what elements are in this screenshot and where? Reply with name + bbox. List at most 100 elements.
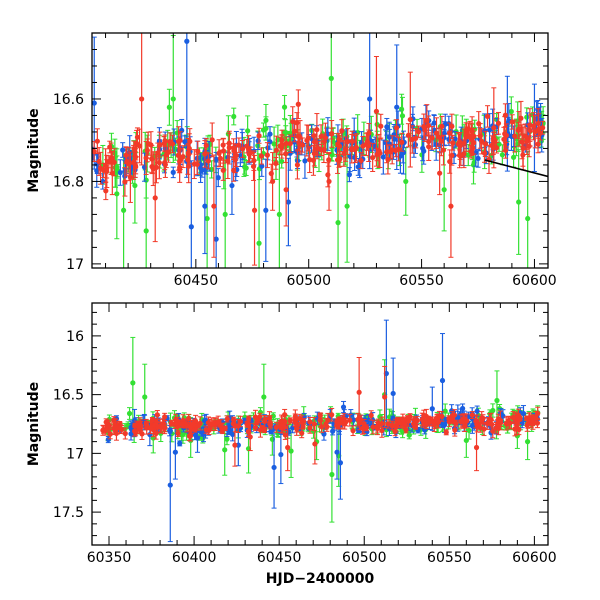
- data-point: [310, 157, 317, 163]
- data-point: [479, 417, 485, 423]
- data-point: [358, 157, 364, 164]
- data-point: [139, 96, 145, 102]
- x-tick-label: 60600: [512, 273, 557, 289]
- data-point: [288, 448, 294, 454]
- data-point: [378, 123, 384, 129]
- data-point: [535, 141, 541, 147]
- data-point: [337, 460, 344, 466]
- data-point: [509, 119, 515, 125]
- data-point: [344, 203, 350, 209]
- data-point: [501, 136, 507, 142]
- data-point: [497, 417, 503, 424]
- data-point: [297, 415, 303, 422]
- data-point: [312, 441, 318, 447]
- data-point: [143, 228, 149, 234]
- data-point: [370, 154, 376, 161]
- data-point: [394, 417, 401, 423]
- data-point: [170, 96, 176, 102]
- data-point: [173, 417, 179, 423]
- data-point: [512, 133, 518, 139]
- data-point: [439, 123, 445, 129]
- data-point: [256, 240, 262, 246]
- data-point: [220, 148, 227, 154]
- data-point: [206, 427, 212, 433]
- data-point: [305, 135, 311, 141]
- panel1-plot: 60450 60500 60550 60600 16.6 16.8 17 Magnitude: [26, 32, 557, 289]
- data-point: [294, 162, 301, 168]
- data-point: [490, 428, 496, 434]
- data-point: [295, 101, 301, 107]
- panel1-series-red: [92, 33, 546, 266]
- data-point: [442, 408, 448, 414]
- data-point: [391, 136, 397, 142]
- data-point: [197, 420, 203, 426]
- data-point: [162, 414, 168, 420]
- data-point: [235, 423, 241, 429]
- data-point: [505, 418, 511, 424]
- data-point: [453, 420, 459, 426]
- data-point: [136, 426, 142, 432]
- data-point: [425, 122, 432, 129]
- panel1-trend-line: [484, 159, 548, 178]
- data-point: [475, 155, 481, 162]
- data-point: [287, 417, 293, 424]
- data-point: [131, 146, 137, 152]
- data-point: [188, 224, 194, 230]
- data-point: [395, 146, 402, 152]
- data-point: [273, 147, 279, 153]
- panel2-plot: 60350 60400 60450 60500 60550 606001616.51717…: [26, 302, 557, 587]
- data-point: [361, 421, 367, 427]
- data-point: [379, 427, 385, 434]
- data-point: [348, 412, 354, 418]
- data-point: [259, 163, 265, 169]
- data-point: [458, 153, 464, 159]
- data-point: [248, 150, 254, 156]
- data-point: [368, 412, 374, 419]
- data-point: [254, 417, 261, 424]
- data-point: [384, 124, 390, 130]
- panel2-series-red: [100, 357, 541, 472]
- data-point: [267, 422, 273, 428]
- data-point: [104, 168, 110, 175]
- data-point: [182, 139, 188, 145]
- data-point: [167, 482, 173, 488]
- data-point: [446, 415, 452, 422]
- data-point: [179, 421, 185, 427]
- data-point: [370, 424, 376, 430]
- data-point: [202, 203, 208, 209]
- data-point: [439, 377, 446, 384]
- data-point: [463, 437, 469, 444]
- data-point: [537, 130, 544, 136]
- data-point: [471, 133, 477, 139]
- data-point: [314, 127, 320, 133]
- data-point: [177, 166, 183, 172]
- data-point: [206, 153, 212, 159]
- data-point: [326, 178, 332, 185]
- data-point: [224, 416, 230, 422]
- data-point: [136, 421, 142, 428]
- data-point: [512, 426, 518, 432]
- data-point: [261, 427, 268, 433]
- data-point: [323, 421, 329, 427]
- data-point: [435, 419, 441, 425]
- data-point: [263, 207, 269, 213]
- data-point: [336, 420, 342, 426]
- data-point: [94, 138, 100, 144]
- panel1-frame: [91, 32, 549, 269]
- data-point: [257, 427, 264, 433]
- data-point: [489, 421, 495, 427]
- data-point: [405, 132, 411, 138]
- data-point: [170, 169, 176, 175]
- data-point: [122, 430, 128, 437]
- data-point: [328, 75, 334, 81]
- x-tick-label: 60500: [286, 273, 331, 289]
- data-point: [403, 178, 409, 185]
- data-point: [239, 146, 246, 152]
- data-point: [399, 139, 405, 145]
- data-point: [481, 150, 488, 156]
- data-point: [535, 410, 541, 417]
- y-tick-label: 16.6: [53, 92, 84, 108]
- data-point: [452, 136, 458, 142]
- data-point: [175, 430, 181, 436]
- data-point: [211, 203, 217, 209]
